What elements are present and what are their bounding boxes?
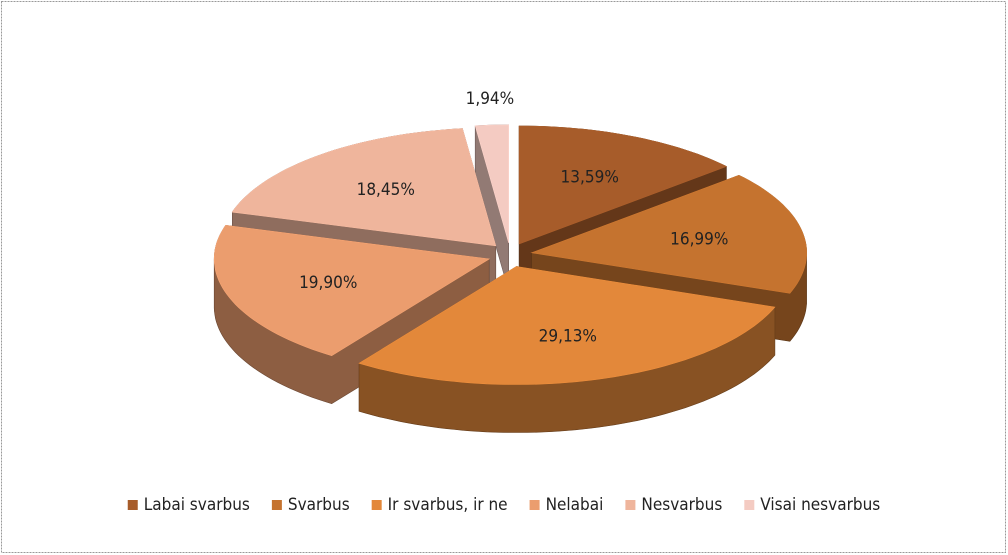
legend-label: Nesvarbus (641, 495, 722, 515)
legend-swatch (625, 500, 636, 510)
data-label: 1,94% (466, 89, 515, 109)
legend-label: Ir svarbus, ir ne (388, 495, 508, 515)
legend-label: Nelabai (546, 495, 604, 515)
slice (518, 125, 728, 245)
slice (213, 224, 491, 357)
legend-label: Labai svarbus (144, 495, 250, 515)
data-label: 19,90% (299, 273, 357, 293)
data-label: 13,59% (561, 167, 619, 187)
legend-swatch (744, 500, 755, 510)
data-label: 29,13% (539, 326, 597, 346)
legend-swatch (127, 500, 138, 510)
data-label: 18,45% (357, 180, 415, 200)
legend-swatch (371, 500, 382, 510)
legend-label: Visai nesvarbus (760, 495, 880, 515)
legend: Labai svarbus Svarbus Ir svarbus, ir ne Nel… (127, 495, 880, 515)
legend-swatch (529, 500, 540, 510)
pie (213, 124, 807, 433)
slice (530, 174, 807, 294)
slice (358, 266, 776, 385)
data-label: 16,99% (670, 229, 728, 249)
legend-swatch (271, 500, 282, 510)
slice (231, 128, 497, 247)
slice (474, 124, 509, 243)
legend-label: Svarbus (288, 495, 350, 515)
